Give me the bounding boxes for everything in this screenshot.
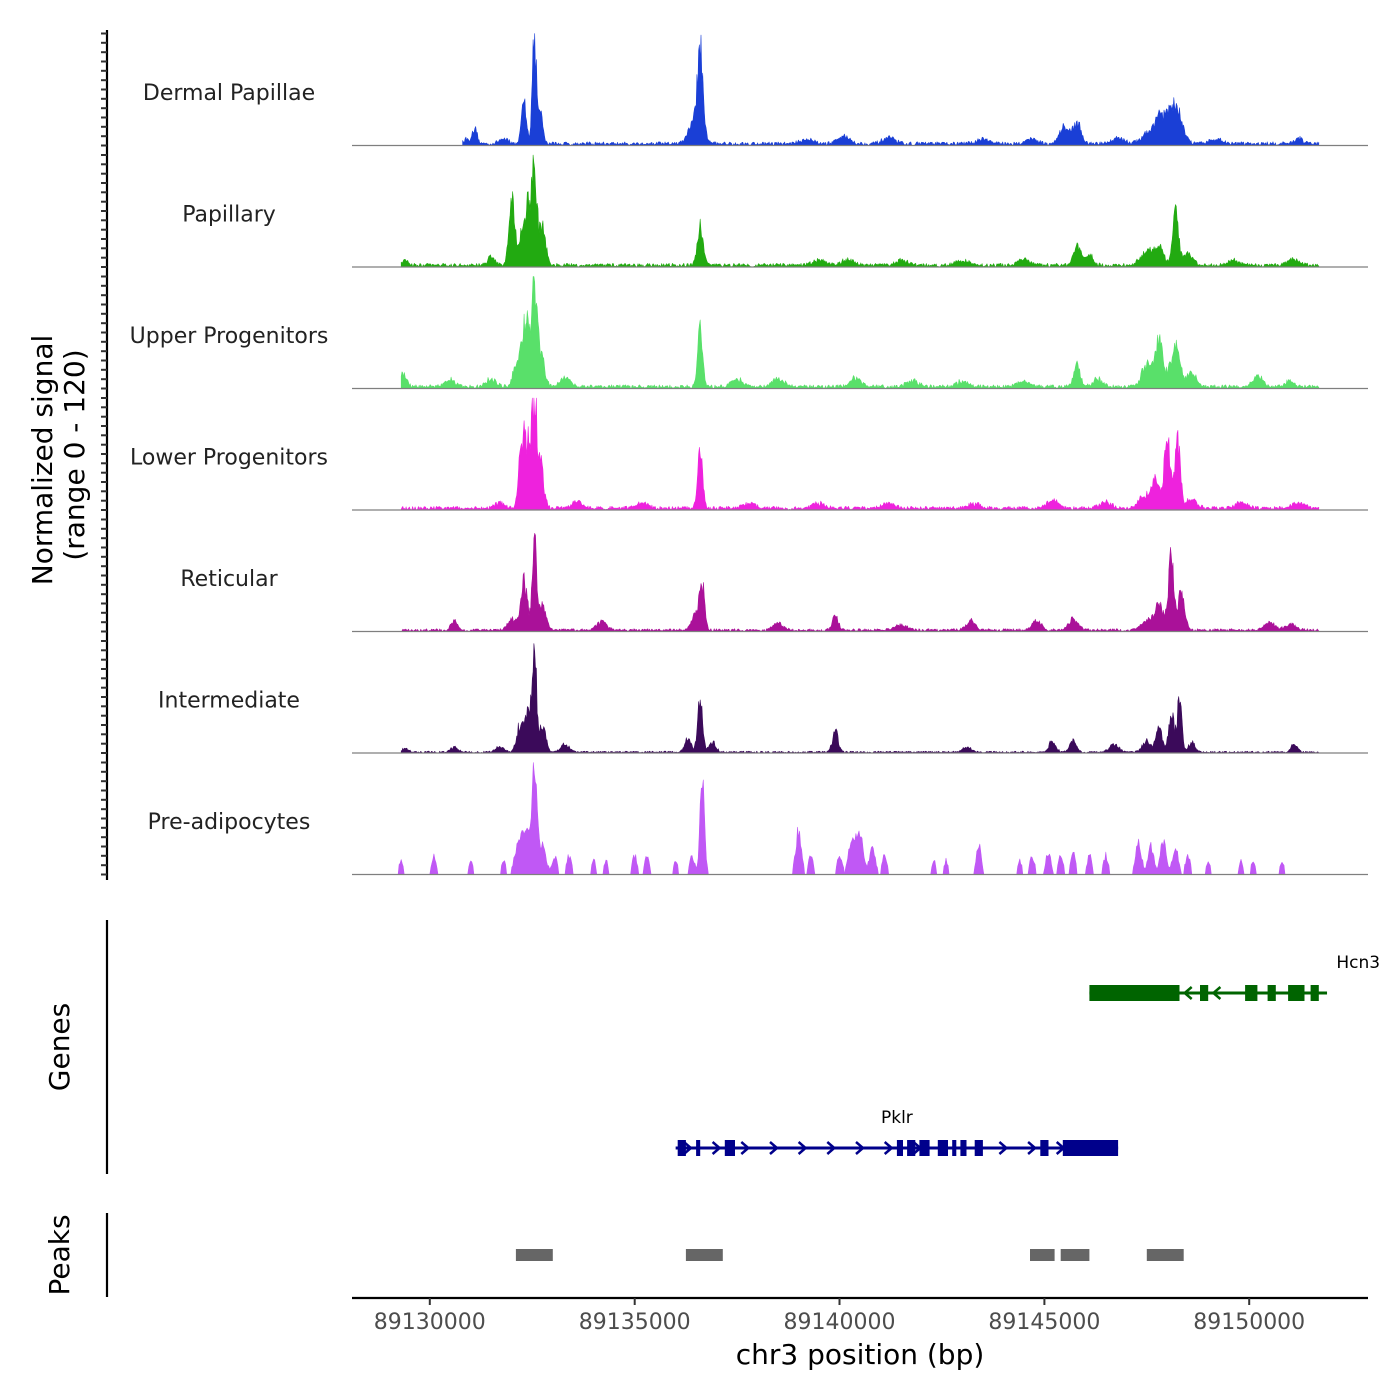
signal-area-papillary [400, 154, 1320, 268]
peaks-panel: Peaks [43, 1213, 1184, 1297]
track-label: Upper Progenitors [130, 324, 329, 349]
gene-label: Hcn3 [1336, 953, 1380, 973]
gene-exon [1245, 985, 1258, 1001]
signal-y-axis-ticks [101, 32, 107, 876]
signal-y-axis-subtitle: (range 0 - 120) [58, 349, 91, 560]
signal-area-pre-adipocytes [396, 762, 1291, 875]
track-lower-progenitors: Lower Progenitors [130, 397, 1368, 511]
gene-exon [1062, 1140, 1119, 1156]
gene-pklr: Pklr [675, 1108, 1119, 1156]
track-label: Intermediate [158, 689, 300, 714]
track-label: Lower Progenitors [130, 446, 328, 471]
gene-exon [1310, 985, 1319, 1001]
strand-arrow [883, 1141, 894, 1155]
track-label: Reticular [180, 567, 278, 592]
track-intermediate: Intermediate [158, 643, 1368, 754]
gene-exon [724, 1140, 735, 1156]
strand-arrow [683, 1141, 693, 1155]
x-axis: 89130000 89135000 89140000 89145000 89150000… [352, 1296, 1368, 1371]
strand-arrow [711, 1141, 722, 1155]
x-axis-ticks: 89130000 89135000 89140000 89145000 89150000 [374, 1298, 1305, 1335]
peaks-track-label: Peaks [43, 1214, 76, 1295]
track-upper-progenitors: Upper Progenitors [130, 276, 1368, 390]
strand-arrow [1211, 986, 1222, 1000]
x-tick-label: 89145000 [988, 1310, 1100, 1335]
track-reticular: Reticular [180, 533, 1368, 633]
track-label: Pre-adipocytes [148, 810, 311, 835]
strand-arrow [1055, 1141, 1066, 1155]
strand-arrow [855, 1141, 865, 1155]
gene-exon [919, 1140, 930, 1156]
strand-arrow [797, 1141, 808, 1155]
x-tick-label: 89135000 [579, 1310, 691, 1335]
x-tick-label: 89130000 [374, 1310, 486, 1335]
gene-exon [1288, 985, 1305, 1001]
peak-region [515, 1249, 553, 1261]
signal-area-reticular [400, 533, 1320, 632]
gene-models: Hcn3 Pklr [675, 953, 1380, 1156]
x-tick-label: 89150000 [1193, 1310, 1305, 1335]
signal-area-lower-progenitors [400, 397, 1320, 511]
x-axis-title: chr3 position (bp) [736, 1338, 985, 1371]
strand-arrow [826, 1141, 837, 1155]
peak-bars [515, 1249, 1184, 1261]
gene-exon [960, 1140, 967, 1156]
signal-area-dermal-papillae [462, 33, 1320, 146]
gene-exon [952, 1140, 957, 1156]
gene-label: Pklr [881, 1108, 913, 1128]
strand-arrow [769, 1141, 779, 1155]
signal-panel: Normalized signal (range 0 - 120) Dermal… [26, 30, 1368, 880]
strand-arrow [740, 1141, 751, 1155]
gene-exon [937, 1140, 948, 1156]
gene-exon [1267, 985, 1276, 1001]
track-pre-adipocytes: Pre-adipocytes [148, 762, 1368, 876]
x-tick-label: 89140000 [784, 1310, 896, 1335]
track-dermal-papillae: Dermal Papillae [143, 33, 1368, 147]
gene-exon [974, 1140, 983, 1156]
track-label: Dermal Papillae [143, 81, 315, 106]
peak-region [1060, 1249, 1090, 1261]
gene-exon [696, 1140, 701, 1156]
track-papillary: Papillary [182, 154, 1368, 268]
strand-arrow [912, 1141, 923, 1155]
gene-exon [1089, 985, 1180, 1001]
gene-hcn3: Hcn3 [1089, 953, 1380, 1001]
peak-region [685, 1249, 723, 1261]
gene-exon [677, 1140, 686, 1156]
track-label: Papillary [182, 203, 276, 228]
peak-region [1030, 1249, 1055, 1261]
genes-track-label: Genes [43, 1003, 76, 1091]
strand-arrow [1027, 1141, 1038, 1155]
gene-exon [907, 1140, 916, 1156]
gene-exon [1200, 985, 1209, 1001]
gene-exon [896, 1140, 903, 1156]
peak-region [1146, 1249, 1184, 1261]
signal-y-axis-title: Normalized signal [26, 335, 59, 586]
signal-area-intermediate [400, 643, 1320, 754]
genes-panel: Genes Hcn3 Pklr [43, 920, 1380, 1174]
signal-area-upper-progenitors [400, 276, 1320, 389]
signal-tracks: Dermal Papillae Papillary Upper Progenitor… [130, 33, 1368, 876]
strand-arrow [1182, 986, 1193, 1000]
gene-exon [1040, 1140, 1049, 1156]
strand-arrow [998, 1141, 1009, 1155]
